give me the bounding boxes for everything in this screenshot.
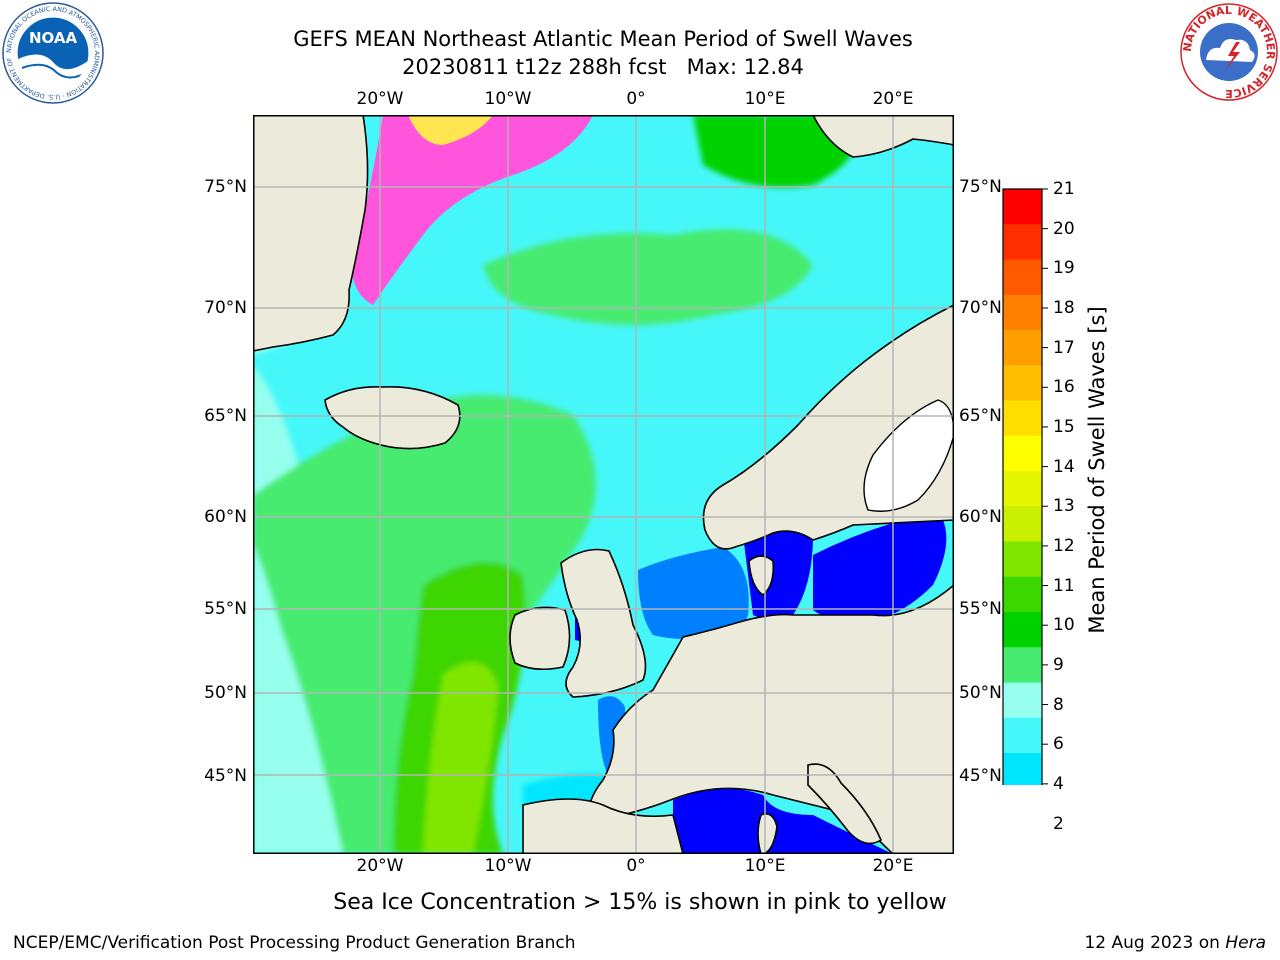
colorbar-label: 6 [1053, 734, 1064, 755]
period-10-11-band-north [693, 115, 858, 188]
land-continental-europe [588, 520, 954, 854]
date-line: 12 Aug 2023 on Hera [1084, 933, 1266, 953]
colorbar-label: 19 [1053, 258, 1075, 279]
lon-label-top-10w: 10°W [484, 89, 532, 109]
colorbar-segment [1003, 294, 1042, 331]
credit-line: NCEP/EMC/Verification Post Processing Pr… [13, 933, 576, 953]
lon-label-top-20e: 20°E [872, 89, 914, 109]
noaa-logo: NATIONAL OCEANIC AND ATMOSPHERIC ADMINIS… [0, 0, 106, 106]
colorbar-segment [1003, 259, 1042, 296]
lat-label-right-70n: 70°N [959, 298, 1002, 318]
period-9-10-band-north [483, 229, 813, 325]
sea-ice-yellow [408, 115, 493, 145]
lon-label-bottom-20w: 20°W [356, 856, 404, 876]
lat-label-right-65n: 65°N [959, 406, 1002, 426]
colorbar-label: 17 [1053, 337, 1075, 358]
land-great-britain [560, 548, 647, 698]
period-below-2-skagerrak [743, 525, 813, 620]
sea-ice-pink [351, 115, 593, 305]
lon-label-bottom-20e: 20°E [872, 856, 914, 876]
colorbar [1000, 185, 1050, 853]
colorbar-segment [1003, 541, 1042, 578]
lon-label-top-0: 0° [626, 89, 646, 109]
gulf-of-bothnia [863, 399, 954, 512]
colorbar-label: 18 [1053, 297, 1075, 318]
map-subtitle: 20230811 t12z 288h fcst Max: 12.84 [402, 55, 804, 79]
lon-label-top-10e: 10°E [744, 89, 786, 109]
lat-label-left-65n: 65°N [204, 406, 247, 426]
nws-logo: NATIONAL WEATHER SERVICE [1178, 0, 1280, 102]
colorbar-label: 16 [1053, 377, 1075, 398]
lon-label-bottom-10e: 10°E [744, 856, 786, 876]
land-iberia [522, 798, 684, 854]
colorbar-label: 11 [1053, 575, 1075, 596]
colorbar-label: 12 [1053, 535, 1075, 556]
lon-label-top-20w: 20°W [356, 89, 404, 109]
land-iceland [324, 385, 461, 450]
colorbar-label: 14 [1053, 456, 1075, 477]
colorbar-segment [1003, 435, 1042, 472]
lon-label-bottom-0: 0° [626, 856, 646, 876]
lat-label-left-75n: 75°N [204, 177, 247, 197]
machine-name: Hera [1225, 933, 1266, 953]
colorbar-segment [1003, 753, 1042, 789]
land-denmark [748, 555, 775, 596]
land-greenland [253, 115, 369, 352]
lat-label-right-45n: 45°N [959, 766, 1002, 786]
colorbar-label: 21 [1053, 179, 1075, 199]
lat-label-left-60n: 60°N [204, 507, 247, 527]
colorbar-label: 10 [1053, 615, 1075, 636]
period-below-2-mediterranean [673, 788, 893, 854]
colorbar-label: 13 [1053, 496, 1075, 517]
lat-label-right-75n: 75°N [959, 177, 1002, 197]
swell-period-map [253, 115, 954, 854]
lat-label-right-50n: 50°N [959, 683, 1002, 703]
lat-label-right-60n: 60°N [959, 507, 1002, 527]
land-svalbard [812, 115, 954, 158]
colorbar-segment [1003, 612, 1042, 648]
sea-ice-note: Sea Ice Concentration > 15% is shown in … [333, 890, 947, 915]
lon-label-bottom-10w: 10°W [484, 856, 532, 876]
colorbar-segment [1003, 717, 1042, 754]
period-2-4-north-sea [638, 547, 749, 639]
period-below-2-baltic [813, 520, 947, 622]
colorbar-segment [1003, 471, 1042, 507]
date-text: 12 Aug 2023 on [1084, 933, 1226, 953]
land-italy [807, 763, 883, 845]
colorbar-segment [1003, 682, 1042, 719]
colorbar-segment [1003, 400, 1042, 437]
lat-label-left-45n: 45°N [204, 766, 247, 786]
colorbar-segment [1003, 224, 1042, 260]
colorbar-segment [1003, 330, 1042, 366]
map-frame [253, 115, 954, 854]
svg-text:NOAA: NOAA [29, 29, 78, 47]
land-ireland [509, 606, 571, 671]
colorbar-title: Mean Period of Swell Waves [s] [1085, 306, 1109, 634]
colorbar-segment [1003, 365, 1042, 401]
period-11-12-core [423, 662, 498, 854]
colorbar-label: 4 [1053, 773, 1064, 794]
colorbar-label: 9 [1053, 654, 1064, 675]
colorbar-label: 20 [1053, 218, 1075, 239]
colorbar-segment [1003, 576, 1042, 613]
lat-label-left-55n: 55°N [204, 599, 247, 619]
lat-label-right-55n: 55°N [959, 599, 1002, 619]
graticule [253, 115, 954, 854]
lat-label-left-70n: 70°N [204, 298, 247, 318]
colorbar-segment [1003, 189, 1042, 225]
colorbar-segment [1003, 647, 1042, 683]
colorbar-label: 8 [1053, 694, 1064, 715]
colorbar-label: 15 [1053, 416, 1075, 437]
land-sardinia [757, 813, 778, 854]
colorbar-label: 2 [1053, 813, 1064, 834]
map-title: GEFS MEAN Northeast Atlantic Mean Period… [293, 27, 913, 51]
colorbar-segment [1003, 506, 1042, 542]
lat-label-left-50n: 50°N [204, 683, 247, 703]
